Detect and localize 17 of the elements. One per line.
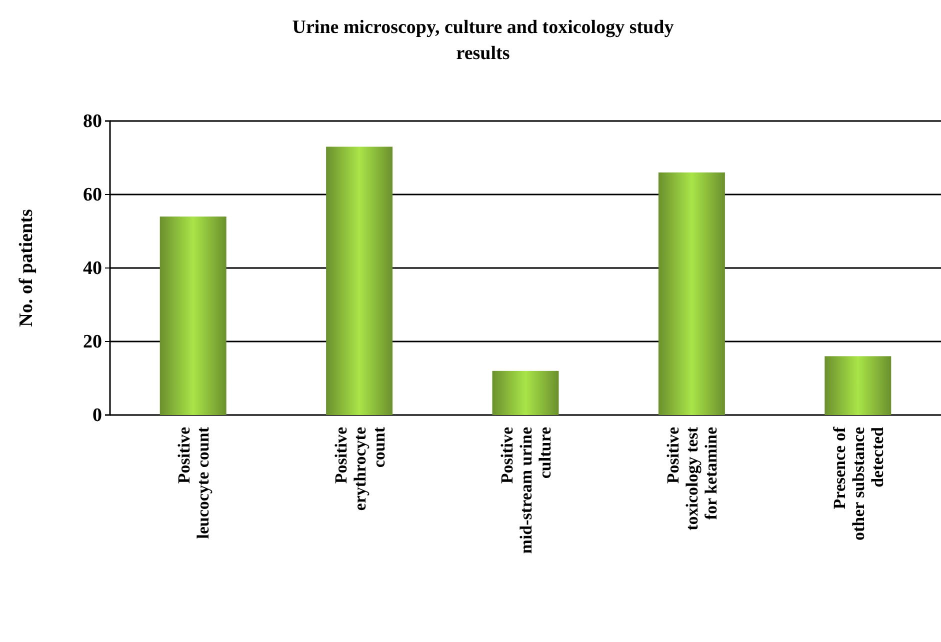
x-tick-label: Presence of other substance detected — [830, 426, 887, 540]
y-tick-label: 20 — [83, 332, 102, 353]
chart-title: Urine microscopy, culture and toxicology study results — [292, 17, 674, 64]
x-tick-label: Positive mid-stream urine culture — [498, 426, 554, 554]
x-tick-label: Positive leucocyte count — [174, 426, 213, 539]
x-tick-label: Positive erythrocyte count — [331, 426, 388, 511]
y-tick-label: 40 — [83, 258, 102, 280]
y-tick-label: 60 — [83, 184, 102, 206]
x-tick-label: Positive toxicology test for ketamine — [664, 426, 721, 530]
bar — [824, 356, 892, 415]
y-tick-label: 0 — [92, 405, 102, 426]
bar — [658, 172, 725, 415]
bar — [492, 370, 559, 415]
bar — [326, 146, 393, 415]
y-tick-label: 80 — [83, 111, 102, 132]
bar — [160, 216, 226, 415]
y-axis-title: No. of patients — [16, 209, 37, 327]
